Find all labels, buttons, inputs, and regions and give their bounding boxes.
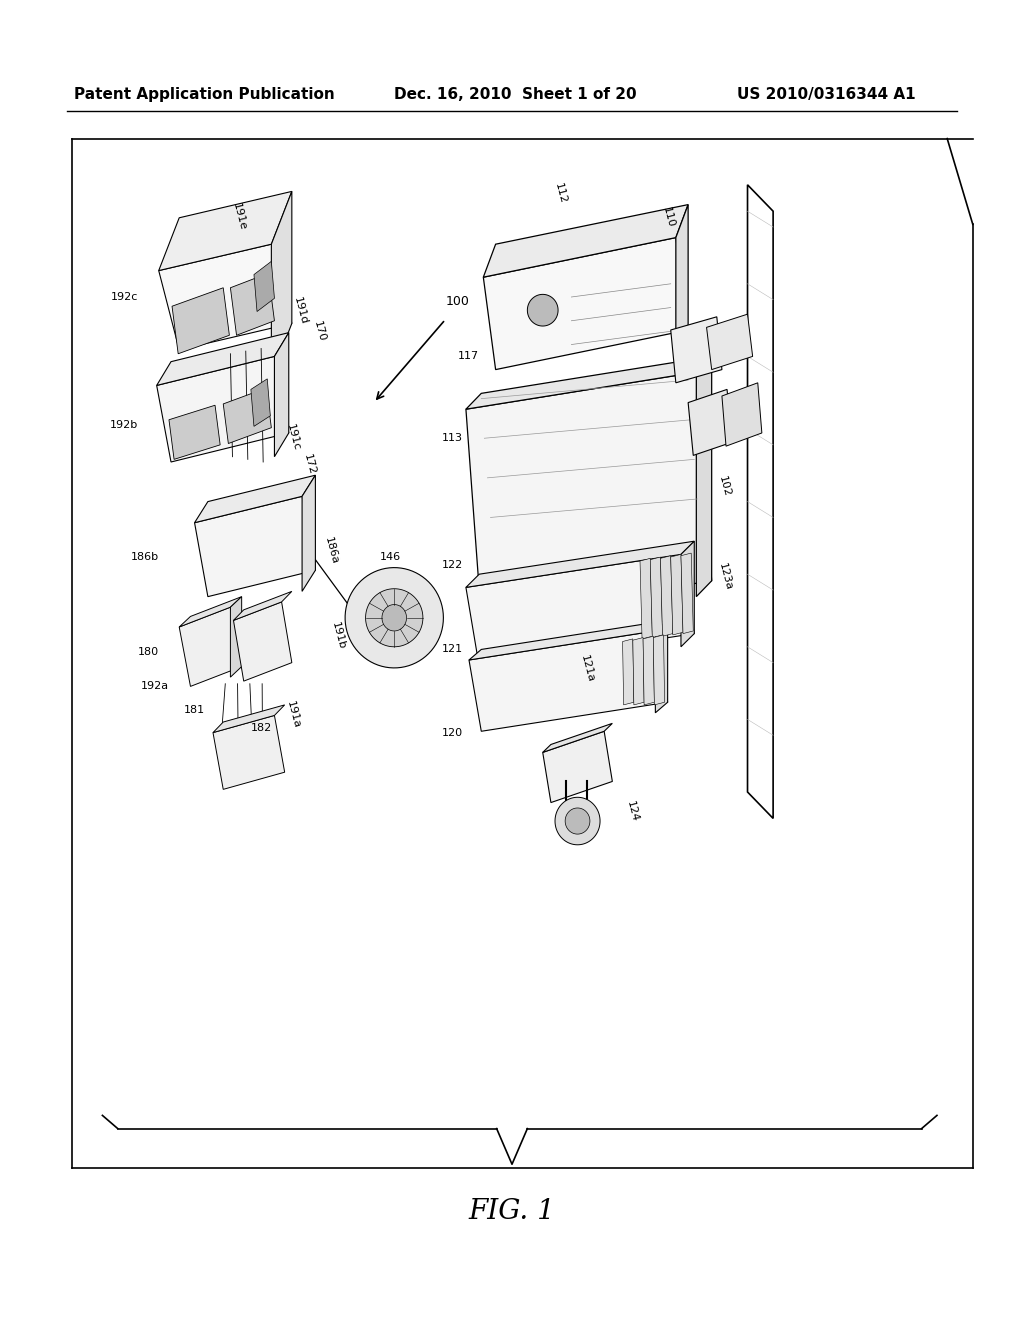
Polygon shape bbox=[172, 288, 229, 354]
Polygon shape bbox=[159, 191, 292, 271]
Polygon shape bbox=[213, 715, 285, 789]
Text: 192c: 192c bbox=[111, 292, 138, 302]
Polygon shape bbox=[696, 356, 712, 597]
Polygon shape bbox=[382, 605, 407, 631]
Text: 186b: 186b bbox=[131, 552, 159, 562]
Text: 112: 112 bbox=[553, 182, 568, 205]
Polygon shape bbox=[469, 631, 668, 731]
Polygon shape bbox=[159, 244, 292, 350]
Polygon shape bbox=[195, 496, 315, 597]
Polygon shape bbox=[483, 205, 688, 277]
Text: 146: 146 bbox=[380, 552, 401, 562]
Polygon shape bbox=[681, 553, 693, 634]
Text: 110: 110 bbox=[660, 206, 676, 228]
Text: 121a: 121a bbox=[579, 653, 596, 682]
Text: 120: 120 bbox=[441, 727, 463, 738]
Polygon shape bbox=[543, 723, 612, 752]
Polygon shape bbox=[655, 620, 668, 713]
Text: 123a: 123a bbox=[717, 562, 734, 591]
Polygon shape bbox=[469, 620, 668, 660]
Text: US 2010/0316344 A1: US 2010/0316344 A1 bbox=[737, 87, 915, 102]
Polygon shape bbox=[213, 705, 285, 733]
Polygon shape bbox=[650, 557, 663, 638]
Polygon shape bbox=[157, 333, 289, 385]
Polygon shape bbox=[681, 541, 694, 647]
Text: 180: 180 bbox=[137, 647, 159, 657]
Polygon shape bbox=[230, 273, 274, 335]
Polygon shape bbox=[254, 261, 274, 312]
Text: 192b: 192b bbox=[110, 420, 138, 430]
Text: 192a: 192a bbox=[141, 681, 169, 692]
Text: 140: 140 bbox=[375, 593, 396, 603]
Polygon shape bbox=[640, 558, 652, 639]
Polygon shape bbox=[483, 238, 688, 370]
Text: 121: 121 bbox=[441, 644, 463, 655]
Polygon shape bbox=[623, 639, 634, 705]
Polygon shape bbox=[565, 808, 590, 834]
Polygon shape bbox=[676, 205, 688, 363]
Text: 124: 124 bbox=[625, 800, 640, 824]
Text: 186a: 186a bbox=[323, 536, 340, 565]
Text: 182: 182 bbox=[251, 723, 272, 734]
Text: 191d: 191d bbox=[292, 296, 309, 326]
Polygon shape bbox=[466, 554, 694, 667]
Polygon shape bbox=[302, 475, 315, 591]
Polygon shape bbox=[179, 597, 242, 627]
Polygon shape bbox=[223, 388, 271, 444]
Polygon shape bbox=[527, 294, 558, 326]
Polygon shape bbox=[653, 635, 665, 705]
Polygon shape bbox=[466, 541, 694, 587]
Text: Dec. 16, 2010  Sheet 1 of 20: Dec. 16, 2010 Sheet 1 of 20 bbox=[394, 87, 637, 102]
Polygon shape bbox=[179, 607, 242, 686]
Text: 172: 172 bbox=[302, 453, 317, 477]
Polygon shape bbox=[671, 554, 683, 635]
Polygon shape bbox=[251, 379, 270, 426]
Polygon shape bbox=[157, 356, 289, 462]
Text: 191b: 191b bbox=[330, 620, 347, 651]
Polygon shape bbox=[633, 638, 644, 705]
Polygon shape bbox=[466, 356, 712, 409]
Text: 191a: 191a bbox=[285, 700, 302, 729]
Text: 181: 181 bbox=[183, 705, 205, 715]
Polygon shape bbox=[233, 591, 292, 620]
Polygon shape bbox=[543, 731, 612, 803]
Polygon shape bbox=[688, 389, 732, 455]
Polygon shape bbox=[707, 314, 753, 370]
Text: 102: 102 bbox=[717, 475, 732, 498]
Polygon shape bbox=[230, 597, 242, 677]
Polygon shape bbox=[748, 185, 773, 818]
Polygon shape bbox=[466, 372, 712, 618]
Text: 170: 170 bbox=[312, 319, 328, 342]
Polygon shape bbox=[366, 589, 423, 647]
Polygon shape bbox=[271, 191, 292, 376]
Polygon shape bbox=[722, 383, 762, 446]
Text: 117: 117 bbox=[458, 351, 479, 362]
Polygon shape bbox=[555, 797, 600, 845]
Polygon shape bbox=[660, 556, 673, 636]
Polygon shape bbox=[195, 475, 315, 523]
Text: 191c: 191c bbox=[285, 422, 301, 451]
Polygon shape bbox=[169, 405, 220, 459]
Polygon shape bbox=[345, 568, 443, 668]
Text: FIG. 1: FIG. 1 bbox=[469, 1199, 555, 1225]
Polygon shape bbox=[643, 636, 654, 705]
Text: 122: 122 bbox=[441, 560, 463, 570]
Text: 100: 100 bbox=[445, 294, 469, 308]
Polygon shape bbox=[233, 602, 292, 681]
Text: 113: 113 bbox=[441, 433, 463, 444]
Polygon shape bbox=[274, 333, 289, 457]
Text: Patent Application Publication: Patent Application Publication bbox=[74, 87, 335, 102]
Text: 111: 111 bbox=[696, 354, 712, 376]
Polygon shape bbox=[671, 317, 722, 383]
Text: 191e: 191e bbox=[230, 202, 248, 231]
